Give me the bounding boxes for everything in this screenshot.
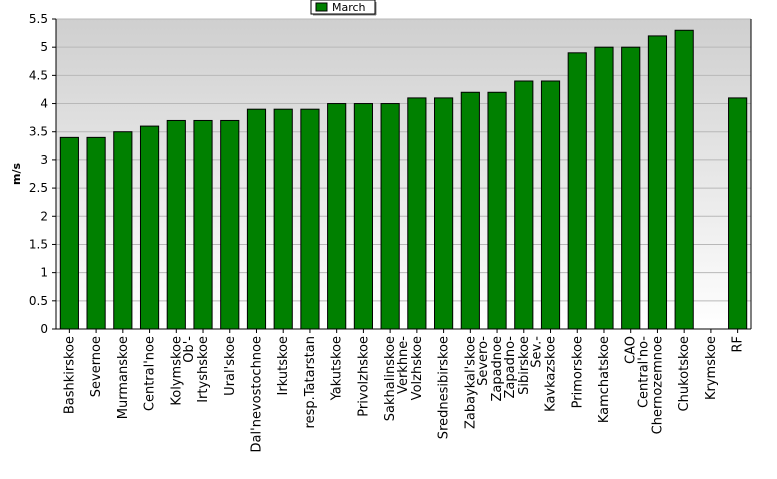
y-tick-label: 0	[40, 322, 48, 336]
x-tick-label: Central'noe	[143, 336, 158, 411]
bar	[59, 136, 79, 330]
plot-area	[56, 19, 751, 329]
y-tick-label: 1.5	[29, 237, 48, 251]
x-tick-label: Ural'skoe	[223, 336, 238, 396]
bar	[621, 46, 641, 330]
bar	[540, 80, 561, 330]
y-tick-label: 0.5	[29, 294, 48, 308]
x-tick-label: Primorskoe	[570, 336, 585, 408]
x-tick-label: RF	[731, 336, 746, 353]
y-tick-label: 3	[40, 153, 48, 167]
bar	[647, 35, 668, 330]
bar	[514, 80, 534, 330]
bar	[434, 97, 454, 330]
bar	[728, 97, 748, 330]
y-tick-label: 4	[40, 97, 48, 111]
x-tick-label: Ob'-Irtyshskoe	[182, 336, 211, 403]
x-tick-label: Srednesibirskoe	[437, 336, 452, 439]
x-tick-label: Krymskoe	[704, 336, 719, 400]
y-tick-label: 4.5	[29, 68, 48, 82]
x-tick-label: Privolzhskoe	[356, 336, 371, 417]
x-tick-label: Yakutskoe	[330, 336, 345, 401]
x-tick-label: resp.Tatarstan	[303, 336, 318, 428]
y-axis-label: m/s	[10, 163, 23, 185]
x-tick-label: Irkutskoe	[276, 336, 291, 395]
x-tick-label: Chukotskoe	[677, 336, 692, 411]
x-tick-label: Verkhne-Volzhskoe	[396, 336, 425, 401]
bar	[353, 103, 373, 330]
bar	[113, 131, 133, 330]
bar	[273, 108, 293, 330]
bar	[246, 108, 267, 330]
bar	[407, 97, 427, 330]
bar	[86, 136, 106, 330]
x-tick-label: Severo-Zapadnoe	[476, 336, 505, 402]
legend-swatch	[315, 2, 328, 12]
y-tick-label: 2	[40, 209, 48, 223]
bar	[674, 29, 694, 330]
bar	[380, 103, 400, 330]
bar	[327, 103, 347, 330]
bar	[300, 108, 320, 330]
bar	[460, 91, 480, 330]
y-tick-label: 5.5	[29, 12, 48, 26]
x-ticks: Bashkirskoe Severnoe Murmanskoe Central'noe…	[62, 329, 746, 452]
x-tick-label: Kamchatskoe	[597, 336, 612, 423]
x-tick-label: Zapadno-Sibirskoe	[503, 336, 532, 399]
x-tick-label: Central'no-Chernozemnoe	[636, 336, 665, 435]
x-tick-label: Zabaykal'skoe	[463, 336, 478, 429]
bar	[594, 46, 614, 330]
bar	[139, 125, 160, 330]
bar	[166, 119, 186, 330]
y-ticks: 0 0.5 1 1.5 2 2.5 3 3.5 4 4.5 5 5.5	[29, 12, 56, 336]
x-tick-label: CAO	[624, 336, 639, 364]
x-tick-label: Dal'nevostochnoe	[249, 336, 264, 452]
y-tick-label: 1	[40, 266, 48, 280]
legend: March	[310, 0, 377, 16]
x-tick-label: Sev.-Kavkazskoe	[530, 336, 559, 412]
x-tick-label: Kolymskoe	[169, 336, 184, 406]
bar	[567, 52, 587, 330]
bar	[220, 119, 240, 330]
y-tick-label: 2.5	[29, 181, 48, 195]
x-tick-label: Murmanskoe	[116, 336, 131, 419]
x-tick-label: Sakhalinskoe	[383, 336, 398, 421]
bar	[487, 91, 507, 330]
legend-label: March	[332, 1, 366, 14]
x-tick-label: Severnoe	[89, 336, 104, 397]
x-tick-label: Bashkirskoe	[62, 336, 77, 414]
y-tick-label: 3.5	[29, 125, 48, 139]
y-tick-label: 5	[40, 40, 48, 54]
bar	[193, 119, 213, 330]
